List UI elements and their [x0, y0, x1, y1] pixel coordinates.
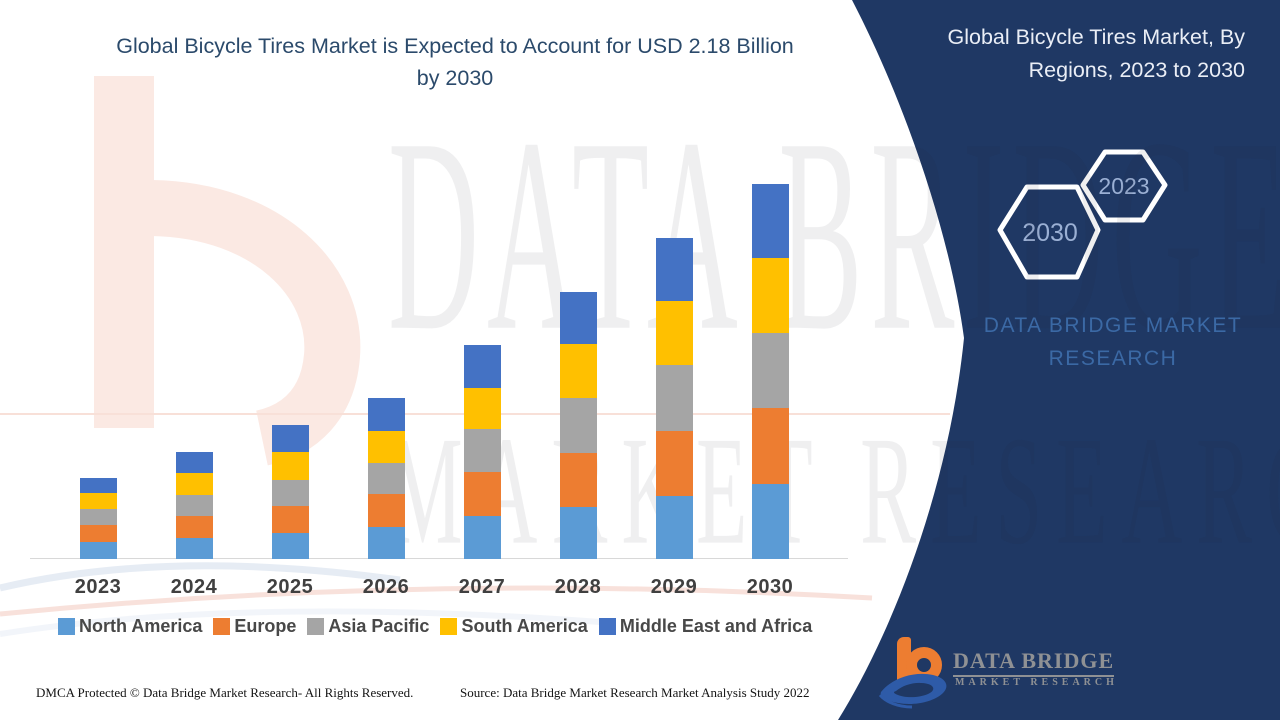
chart-title-line1: Global Bicycle Tires Market is Expected … [116, 34, 794, 58]
bar-segment-2024-asia-pacific [175, 495, 213, 516]
bar-segment-2029-north-america [655, 496, 693, 559]
chart-title: Global Bicycle Tires Market is Expected … [40, 30, 870, 94]
bar-segment-2024-south-america [175, 473, 213, 495]
legend-swatch-icon [598, 617, 616, 635]
logo-tagline-text: MARKET RESEARCH [955, 677, 1118, 688]
legend-swatch-icon [440, 617, 458, 635]
legend-swatch-icon [58, 617, 75, 635]
legend-label: South America [461, 615, 588, 636]
legend-swatch-icon [307, 617, 325, 635]
bar-segment-2025-north-america [271, 533, 309, 559]
logo-name-text: DATA BRIDGE [953, 648, 1115, 677]
legend-label: Europe [234, 615, 297, 636]
bar-segment-2030-south-america [751, 258, 789, 333]
bar-segment-2023-asia-pacific [79, 509, 117, 525]
bar-segment-2026-middle-east-and-africa [367, 398, 405, 431]
legend-item-south-america: South America [440, 615, 588, 637]
source-note: Source: Data Bridge Market Research Mark… [460, 685, 810, 700]
bar-segment-2030-north-america [751, 484, 789, 559]
bar-segment-2028-middle-east-and-africa [559, 292, 597, 344]
bar-segment-2023-north-america [79, 542, 117, 559]
x-axis-label-2026: 2026 [362, 576, 410, 598]
bar-segment-2024-europe [175, 516, 213, 538]
bar-segment-2029-europe [655, 431, 693, 496]
chart-title-line2: by 2030 [416, 66, 494, 90]
bar-segment-2028-north-america [559, 507, 597, 559]
bar-segment-2030-europe [751, 408, 789, 484]
x-axis-label-2029: 2029 [650, 576, 698, 598]
legend-label: Middle East and Africa [619, 615, 813, 636]
bar-segment-2024-north-america [175, 538, 213, 559]
x-axis-label-2023: 2023 [74, 576, 122, 598]
bar-segment-2025-asia-pacific [271, 480, 309, 506]
bar-segment-2026-south-america [367, 431, 405, 463]
dmca-notice: DMCA Protected © Data Bridge Market Rese… [36, 685, 414, 700]
bar-segment-2029-south-america [655, 301, 693, 365]
bar-segment-2026-asia-pacific [367, 463, 405, 494]
bar-segment-2027-north-america [463, 516, 501, 559]
bar-segment-2028-asia-pacific [559, 398, 597, 453]
bar-segment-2027-europe [463, 472, 501, 516]
legend-item-north-america: North America [58, 616, 202, 637]
legend-swatch-icon [213, 617, 231, 635]
databridge-logo: DATA BRIDGE MARKET RESEARCH [870, 630, 1115, 710]
chart-legend: North America Europe Asia Pacific South Ame… [58, 615, 812, 637]
legend-item-europe: Europe [213, 616, 296, 637]
legend-label: Asia Pacific [328, 615, 430, 636]
bar-segment-2027-south-america [463, 388, 501, 429]
x-axis-label-2027: 2027 [458, 576, 506, 598]
legend-item-middle-east-and-africa: Middle East and Africa [598, 615, 813, 637]
legend-label: North America [79, 615, 203, 636]
bar-segment-2025-south-america [271, 452, 309, 480]
bar-segment-2025-europe [271, 506, 309, 533]
bar-segment-2027-asia-pacific [463, 429, 501, 472]
bar-segment-2025-middle-east-and-africa [271, 425, 309, 452]
bar-segment-2028-south-america [559, 344, 597, 398]
bar-segment-2023-south-america [79, 493, 117, 509]
bar-segment-2028-europe [559, 453, 597, 507]
legend-item-asia-pacific: Asia Pacific [307, 616, 429, 637]
x-axis-label-2028: 2028 [554, 576, 602, 598]
bar-segment-2026-europe [367, 494, 405, 527]
bar-segment-2023-middle-east-and-africa [79, 478, 117, 493]
bar-segment-2027-middle-east-and-africa [463, 345, 501, 388]
logo-swoosh-icon [878, 673, 947, 709]
x-axis-label-2030: 2030 [746, 576, 794, 598]
x-axis-label-2024: 2024 [170, 576, 218, 598]
bar-segment-2029-middle-east-and-africa [655, 238, 693, 301]
bar-segment-2029-asia-pacific [655, 365, 693, 431]
bar-segment-2023-europe [79, 525, 117, 542]
bar-segment-2030-middle-east-and-africa [751, 184, 789, 258]
bar-segment-2024-middle-east-and-africa [175, 452, 213, 473]
x-axis-label-2025: 2025 [266, 576, 314, 598]
x-axis-line [30, 558, 848, 559]
bar-segment-2026-north-america [367, 527, 405, 559]
bar-segment-2030-asia-pacific [751, 333, 789, 408]
